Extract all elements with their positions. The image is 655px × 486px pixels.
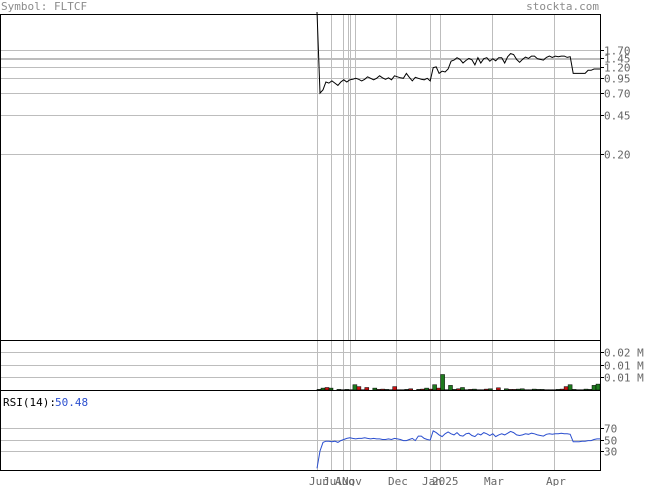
volume-bar [356, 386, 362, 391]
volume-tick-label: 0.01 M [604, 372, 644, 385]
volume-bar [336, 389, 342, 391]
x-tick-label: Mar [484, 475, 504, 486]
rsi-tick-label: 50 [604, 435, 617, 448]
volume-bar [555, 389, 561, 391]
x-tick-label: Aug [335, 475, 355, 486]
site-name[interactable]: stockta.com [526, 0, 599, 13]
volume-axis: 0.02 M0.01 M0.01 M [600, 347, 644, 385]
volume-bar [512, 389, 517, 391]
volume-bar [344, 389, 350, 391]
volume-bar [372, 387, 378, 391]
volume-bar [328, 387, 334, 391]
panel-frame [0, 14, 601, 341]
chart-grid [1, 15, 600, 470]
volume-bar [456, 388, 461, 391]
volume-bar [408, 388, 413, 391]
volume-bar [472, 388, 477, 391]
price-tick-label: 0.95 [604, 73, 631, 86]
volume-bar [376, 389, 382, 391]
x-tick-label: Nov [342, 475, 362, 486]
symbol-label: Symbol: FLTCF [1, 0, 88, 13]
volume-bar [516, 388, 521, 391]
volume-bar [484, 388, 489, 391]
volume-bar [424, 387, 429, 391]
price-tick-label: 1.20 [604, 62, 631, 75]
volume-bar [488, 388, 493, 391]
x-tick-label: Jan [422, 475, 442, 486]
volume-bar [416, 389, 421, 391]
x-tick-label: Jun [309, 475, 329, 486]
volume-bar [595, 383, 601, 391]
volume-bar [535, 389, 541, 391]
volume-bar [508, 389, 513, 391]
volume-bar [364, 387, 370, 391]
price-tick-label: 0.70 [604, 88, 631, 101]
price-tick-label: 0.20 [604, 149, 631, 162]
price-tick-label: 1.45 [604, 53, 631, 66]
volume-bar [324, 387, 330, 391]
volume-tick-label: 0.01 M [604, 360, 644, 373]
volume-bar [352, 384, 358, 391]
volume-bar [559, 388, 565, 391]
volume-bar [316, 389, 322, 391]
volume-bar [504, 388, 509, 391]
x-tick-label: Jul [323, 475, 343, 486]
volume-bar [380, 388, 386, 391]
panel-frames [0, 14, 601, 471]
volume-bar [567, 384, 573, 391]
rsi-label: RSI(14): [3, 396, 56, 409]
volume-bar [563, 386, 569, 391]
volume-bar [448, 385, 453, 391]
volume-bar [460, 387, 465, 391]
price-tick-label: 1.70 [604, 45, 631, 58]
volume-bar [587, 389, 593, 391]
volume-bar [384, 389, 390, 391]
price-panel [316, 11, 600, 95]
volume-bar [392, 386, 397, 391]
price-line [316, 11, 600, 95]
volume-bar [452, 389, 457, 391]
rsi-value: 50.48 [55, 396, 88, 409]
x-tick-label: Dec [388, 475, 408, 486]
volume-bar [539, 389, 545, 391]
volume-bar [583, 388, 589, 391]
volume-tick-label: 0.02 M [604, 347, 644, 360]
volume-bar [404, 389, 409, 391]
volume-bar [591, 385, 597, 391]
x-tick-label: 2025 [432, 475, 459, 486]
volume-bar [440, 374, 445, 391]
volume-bar [496, 387, 501, 391]
volume-bar [531, 388, 537, 391]
rsi-tick-label: 70 [604, 423, 617, 436]
volume-bar [520, 388, 525, 391]
rsi-line [316, 430, 600, 469]
rsi-tick-label: 30 [604, 446, 617, 459]
volume-bar [428, 388, 433, 391]
price-tick-label: 0.45 [604, 110, 631, 123]
x-tick-label: Apr [546, 475, 566, 486]
volume-bar [571, 389, 577, 391]
volume-bar [320, 387, 326, 391]
volume-bar [436, 387, 441, 391]
volume-bar [420, 388, 425, 391]
volume-bar [432, 384, 437, 391]
panel-frame [0, 390, 601, 471]
volume-bar [468, 389, 473, 391]
price-axis: 1.701.451.200.95 0.70 0.45 0.20 [600, 45, 631, 162]
volume-bars [316, 374, 601, 391]
